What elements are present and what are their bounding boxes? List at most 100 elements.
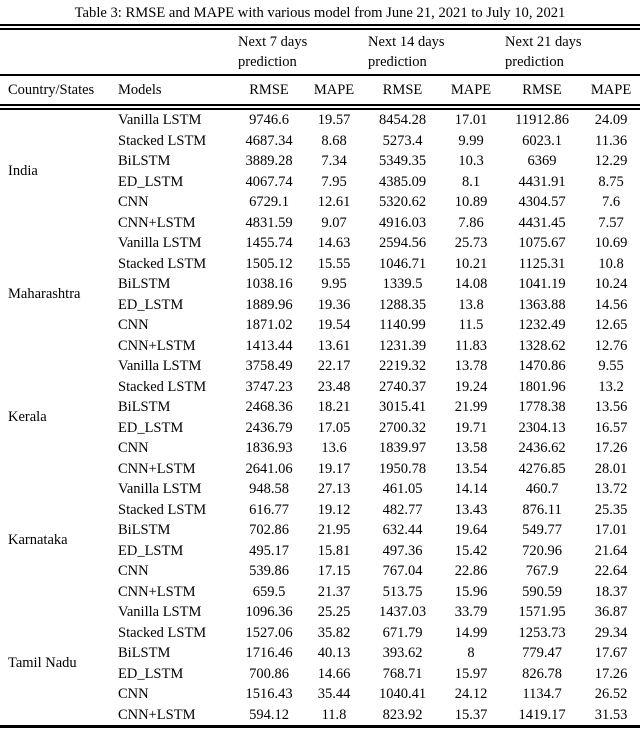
value-cell: 1134.7 <box>522 686 562 702</box>
model-cell: Stacked LSTM <box>118 255 207 272</box>
value-cell: 13.61 <box>317 337 351 354</box>
group-header-line2: prediction <box>505 54 564 70</box>
value-cell: 14.08 <box>454 276 488 292</box>
value-cell: 1046.71 <box>378 255 427 272</box>
value-cell: 27.13 <box>317 481 351 497</box>
value-cell: 19.54 <box>317 317 351 333</box>
results-table: Next 7 days prediction Next 14 days pred… <box>0 24 640 728</box>
column-header-mape-21: MAPE <box>582 75 640 110</box>
group-header-line1: Next 14 days <box>368 34 445 50</box>
value-cell: 1455.74 <box>245 235 293 251</box>
value-cell: 10.3 <box>458 153 484 169</box>
table-row: ED_LSTM 4067.74 7.95 4385.09 8.1 4431.91 8.75 <box>0 172 640 193</box>
value-cell: 16.57 <box>594 419 628 436</box>
value-cell: 26.52 <box>594 686 628 702</box>
model-cell: Stacked LSTM <box>118 501 207 518</box>
value-cell: 19.57 <box>317 112 351 128</box>
value-cell: 1419.17 <box>518 706 566 723</box>
value-cell: 590.59 <box>522 583 562 600</box>
group-header-next-14-days: Next 14 days prediction <box>365 27 503 76</box>
value-cell: 18.37 <box>594 583 628 600</box>
value-cell: 14.56 <box>594 296 628 313</box>
value-cell: 22.17 <box>317 358 351 374</box>
column-header-rmse-14: RMSE <box>365 75 441 110</box>
value-cell: 948.58 <box>249 481 289 497</box>
value-cell: 671.79 <box>382 624 423 641</box>
value-cell: 21.95 <box>317 522 351 538</box>
value-cell: 7.6 <box>601 194 621 210</box>
value-cell: 25.35 <box>594 501 628 518</box>
table-row: CNN 539.86 17.15 767.04 22.86 767.9 22.64 <box>0 561 640 582</box>
model-cell: ED_LSTM <box>118 173 184 190</box>
model-cell: BiLSTM <box>118 276 171 292</box>
table-title: Table 3: RMSE and MAPE with various mode… <box>74 5 566 21</box>
value-cell: 4916.03 <box>378 214 427 231</box>
group-header-next-7-days: Next 7 days prediction <box>235 27 366 76</box>
table-row: ED_LSTM 2436.79 17.05 2700.32 19.71 2304.13 16… <box>0 418 640 439</box>
value-cell: 779.47 <box>522 645 562 661</box>
value-cell: 1470.86 <box>518 358 566 374</box>
value-cell: 2468.36 <box>245 399 293 415</box>
value-cell: 5320.62 <box>378 194 427 210</box>
value-cell: 17.26 <box>594 440 628 456</box>
model-cell: Vanilla LSTM <box>118 604 202 620</box>
value-cell: 9.99 <box>458 132 484 149</box>
value-cell: 18.21 <box>317 399 351 415</box>
value-cell: 8.1 <box>461 173 481 190</box>
value-cell: 12.29 <box>594 153 628 169</box>
table-row: CNN 6729.1 12.61 5320.62 10.89 4304.57 7.6 <box>0 192 640 213</box>
value-cell: 2594.56 <box>378 235 427 251</box>
value-cell: 14.14 <box>454 481 488 497</box>
table-row: ED_LSTM 700.86 14.66 768.71 15.97 826.78 17.26 <box>0 664 640 685</box>
value-cell: 3747.23 <box>245 378 293 395</box>
value-cell: 4431.91 <box>518 173 566 190</box>
table-row: CNN 1871.02 19.54 1140.99 11.5 1232.49 12.65 <box>0 315 640 336</box>
value-cell: 594.12 <box>249 706 289 723</box>
value-cell: 10.21 <box>454 255 488 272</box>
value-cell: 10.89 <box>454 194 488 210</box>
table-row: Tamil Nadu Vanilla LSTM 1096.36 25.25 1437.0… <box>0 602 640 671</box>
model-cell: CNN+LSTM <box>118 214 196 231</box>
value-cell: 702.86 <box>249 522 289 538</box>
model-cell: Vanilla LSTM <box>118 112 202 128</box>
value-cell: 4831.59 <box>245 214 293 231</box>
table-row: ED_LSTM 1889.96 19.36 1288.35 13.8 1363.88 14.… <box>0 295 640 316</box>
model-cell: BiLSTM <box>118 399 171 415</box>
table-row: BiLSTM 3889.28 7.34 5349.35 10.3 6369 12.29 <box>0 151 640 172</box>
value-cell: 8.75 <box>598 173 624 190</box>
value-cell: 1041.19 <box>518 276 566 292</box>
value-cell: 10.8 <box>598 255 624 272</box>
value-cell: 24.09 <box>594 112 628 128</box>
value-cell: 13.43 <box>454 501 488 518</box>
value-cell: 7.95 <box>321 173 347 190</box>
value-cell: 4385.09 <box>378 173 427 190</box>
model-cell: CNN+LSTM <box>118 706 196 723</box>
value-cell: 36.87 <box>594 604 628 620</box>
table-row: CNN+LSTM 594.12 11.8 823.92 15.37 1419.17 31.5… <box>0 705 640 727</box>
value-cell: 9746.6 <box>249 112 289 128</box>
model-cell: BiLSTM <box>118 645 171 661</box>
value-cell: 1950.78 <box>378 460 427 477</box>
value-cell: 15.55 <box>317 255 351 272</box>
value-cell: 1288.35 <box>378 296 427 313</box>
value-cell: 33.79 <box>454 604 488 620</box>
model-cell: CNN+LSTM <box>118 460 196 477</box>
value-cell: 11912.86 <box>515 112 569 128</box>
model-cell: Vanilla LSTM <box>118 358 202 374</box>
model-cell: ED_LSTM <box>118 296 184 313</box>
value-cell: 1140.99 <box>379 317 426 333</box>
value-cell: 11.8 <box>321 706 347 723</box>
table-row: Stacked LSTM 1527.06 35.82 671.79 14.99 1253.… <box>0 623 640 644</box>
value-cell: 700.86 <box>249 665 289 682</box>
value-cell: 19.24 <box>454 378 488 395</box>
value-cell: 1363.88 <box>518 296 566 313</box>
value-cell: 539.86 <box>249 563 289 579</box>
model-cell: ED_LSTM <box>118 419 184 436</box>
value-cell: 19.64 <box>454 522 488 538</box>
value-cell: 21.37 <box>317 583 351 600</box>
value-cell: 10.69 <box>594 235 628 251</box>
value-cell: 22.64 <box>594 563 628 579</box>
value-cell: 9.55 <box>598 358 624 374</box>
value-cell: 461.05 <box>382 481 423 497</box>
group-header-row: Next 7 days prediction Next 14 days pred… <box>0 27 640 76</box>
